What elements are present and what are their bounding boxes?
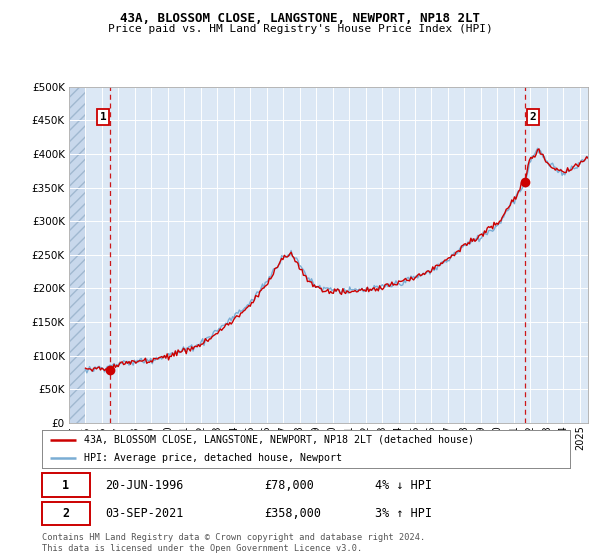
Text: 4% ↓ HPI: 4% ↓ HPI bbox=[374, 479, 431, 492]
Text: £358,000: £358,000 bbox=[264, 507, 321, 520]
Text: 2: 2 bbox=[62, 507, 70, 520]
Text: 20-JUN-1996: 20-JUN-1996 bbox=[106, 479, 184, 492]
Text: 43A, BLOSSOM CLOSE, LANGSTONE, NEWPORT, NP18 2LT (detached house): 43A, BLOSSOM CLOSE, LANGSTONE, NEWPORT, … bbox=[84, 435, 474, 445]
FancyBboxPatch shape bbox=[42, 502, 89, 525]
FancyBboxPatch shape bbox=[42, 473, 89, 497]
Text: 2: 2 bbox=[530, 112, 536, 122]
Text: Contains HM Land Registry data © Crown copyright and database right 2024.
This d: Contains HM Land Registry data © Crown c… bbox=[42, 533, 425, 553]
Text: 1: 1 bbox=[100, 112, 106, 122]
Text: HPI: Average price, detached house, Newport: HPI: Average price, detached house, Newp… bbox=[84, 453, 342, 463]
Text: £78,000: £78,000 bbox=[264, 479, 314, 492]
Bar bbox=[69, 87, 85, 423]
Text: 1: 1 bbox=[62, 479, 70, 492]
Text: 3% ↑ HPI: 3% ↑ HPI bbox=[374, 507, 431, 520]
Text: 43A, BLOSSOM CLOSE, LANGSTONE, NEWPORT, NP18 2LT: 43A, BLOSSOM CLOSE, LANGSTONE, NEWPORT, … bbox=[120, 12, 480, 25]
Text: 03-SEP-2021: 03-SEP-2021 bbox=[106, 507, 184, 520]
Text: Price paid vs. HM Land Registry's House Price Index (HPI): Price paid vs. HM Land Registry's House … bbox=[107, 24, 493, 34]
